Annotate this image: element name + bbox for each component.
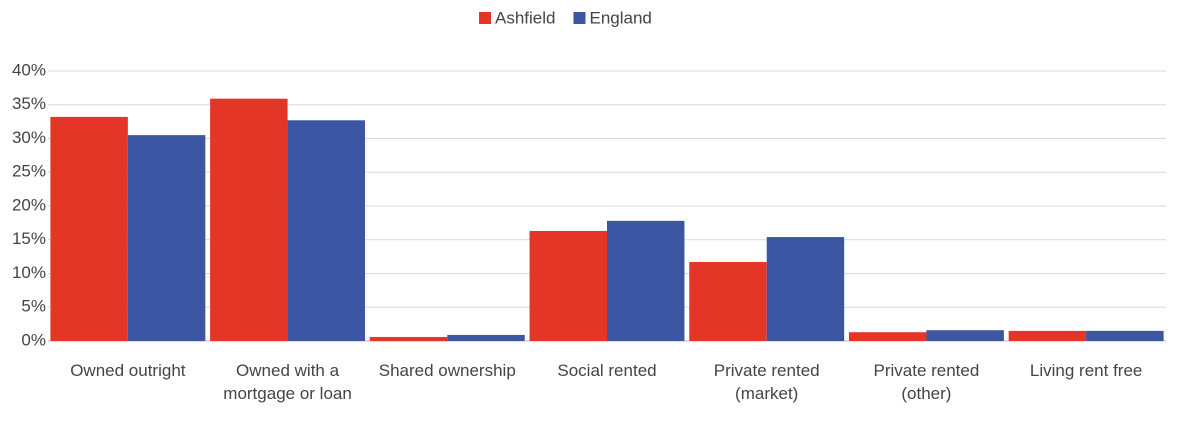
- bar: [607, 220, 685, 341]
- bar: [50, 116, 128, 342]
- bar: [529, 230, 607, 341]
- y-tick-label: 30%: [12, 128, 46, 147]
- bar: [926, 330, 1004, 341]
- bar: [369, 336, 448, 341]
- bar: [127, 135, 206, 341]
- x-tick-label: Owned outright: [70, 361, 186, 380]
- y-tick-label: 20%: [12, 195, 46, 214]
- y-tick-label: 10%: [12, 263, 46, 282]
- x-tick-label: Social rented: [557, 361, 657, 380]
- x-tick-label: Owned with a mortgage or loan: [223, 361, 352, 403]
- bar: [766, 237, 845, 341]
- y-tick-label: 0%: [21, 330, 46, 349]
- bar: [1008, 330, 1087, 341]
- x-tick-label: Private rented (market): [713, 361, 820, 403]
- y-tick-label: 15%: [12, 229, 46, 248]
- bar: [689, 262, 767, 341]
- bar: [1086, 330, 1164, 341]
- legend-label: England: [589, 8, 651, 27]
- legend-label: Ashfield: [495, 8, 555, 27]
- y-tick-label: 40%: [12, 60, 46, 79]
- bar: [848, 332, 927, 341]
- y-tick-label: 5%: [21, 297, 46, 316]
- legend-swatch: [573, 12, 586, 24]
- y-tick-label: 35%: [12, 94, 46, 113]
- bar: [287, 120, 366, 342]
- x-tick-label: Private rented (other): [873, 361, 980, 403]
- bar: [210, 98, 288, 341]
- legend-swatch: [479, 12, 491, 24]
- x-tick-label: Shared ownership: [378, 361, 516, 380]
- x-tick-label: Living rent free: [1029, 361, 1143, 380]
- y-tick-label: 25%: [12, 162, 46, 181]
- bar: [447, 334, 525, 341]
